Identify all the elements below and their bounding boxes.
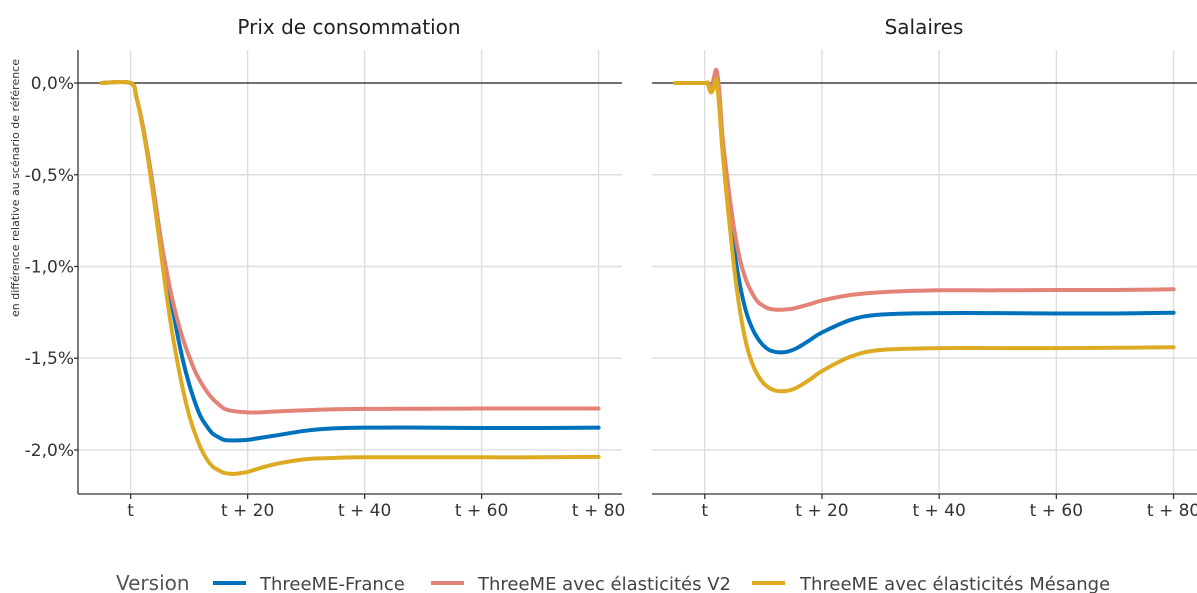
y-tick-label: 0,0% [31, 74, 74, 94]
series-line-threeme-france [99, 79, 601, 443]
x-tick-label: t + 60 [455, 501, 508, 521]
y-tick-label: -1,5% [25, 349, 74, 369]
legend-label-threeme-v2: ThreeME avec élasticités V2 [477, 574, 731, 593]
y-axis-label: en différence relative au scénario de ré… [9, 59, 22, 317]
series-line-threeme-avec-elasticites-v2 [673, 67, 1176, 312]
panel-title: Salaires [885, 15, 964, 39]
legend-title: Version [116, 571, 190, 593]
x-tick-label: t + 80 [1147, 501, 1197, 521]
x-tick-label: t + 80 [572, 501, 625, 521]
x-tick-label: t + 20 [795, 501, 848, 521]
x-tick-label: t + 40 [912, 501, 965, 521]
x-tick-label: t + 40 [338, 501, 391, 521]
y-tick-label: -1,0% [25, 257, 74, 277]
series-line-threeme-avec-elasticites-mesange [99, 79, 601, 476]
series-line-threeme-avec-elasticites-mesange [673, 76, 1176, 394]
legend-label-threeme-mesange: ThreeME avec élasticités Mésange [799, 574, 1110, 593]
y-tick-label: -0,5% [25, 166, 74, 186]
series-line-threeme-france [673, 71, 1176, 355]
legend-label-threeme-france: ThreeME-France [259, 574, 405, 593]
y-tick-label: -2,0% [25, 441, 74, 461]
panel-prix-de-consommation: Prix de consommation t t + 20 t + 40 t + 60… [25, 15, 626, 521]
panel-salaires: Salaires t t + 20 t + 40 t + 60 t + 80 [652, 15, 1197, 521]
legend: Version ThreeME-France ThreeME avec élas… [116, 571, 1110, 593]
x-tick-label: t + 60 [1030, 501, 1083, 521]
x-tick-label: t [701, 501, 708, 521]
x-tick-label: t [127, 501, 134, 521]
x-tick-label: t + 20 [221, 501, 274, 521]
panel-title: Prix de consommation [237, 15, 460, 39]
